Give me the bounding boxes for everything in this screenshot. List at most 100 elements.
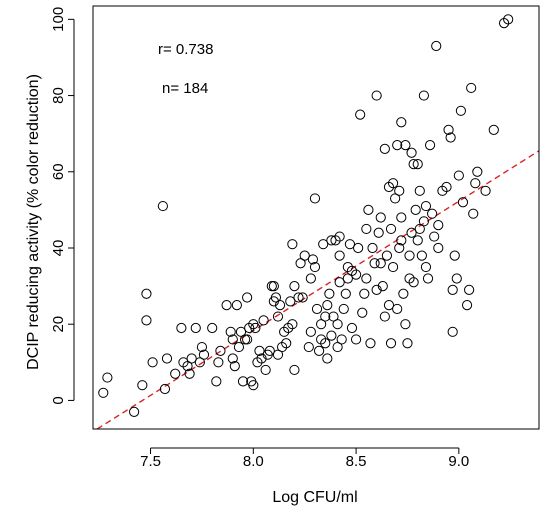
data-point xyxy=(320,311,331,322)
data-point xyxy=(392,303,403,315)
data-point xyxy=(281,338,292,349)
data-point xyxy=(270,292,282,303)
y-tick-label: 40 xyxy=(50,240,67,257)
data-point xyxy=(229,361,240,372)
data-point xyxy=(102,372,113,383)
data-point xyxy=(379,311,390,322)
data-point xyxy=(427,208,438,219)
data-point xyxy=(293,292,304,303)
data-point xyxy=(287,319,298,330)
data-point xyxy=(420,200,432,212)
data-point xyxy=(227,353,238,364)
data-point xyxy=(455,105,466,116)
x-axis-label: Log CFU/ml xyxy=(272,489,357,506)
data-point xyxy=(416,250,427,261)
data-point xyxy=(414,185,425,196)
data-point xyxy=(396,117,407,128)
data-point xyxy=(237,376,249,387)
data-point xyxy=(227,334,238,345)
data-point xyxy=(396,212,407,223)
data-point xyxy=(402,338,413,349)
data-point xyxy=(342,273,353,284)
data-point xyxy=(418,90,430,101)
data-point xyxy=(404,250,415,261)
data-point xyxy=(385,338,397,349)
data-point xyxy=(313,345,325,356)
y-tick-label: 60 xyxy=(50,163,67,180)
data-point xyxy=(480,185,491,196)
data-point xyxy=(431,40,442,52)
data-point xyxy=(207,322,218,334)
data-point xyxy=(466,82,477,94)
data-point xyxy=(295,258,306,269)
regression-line xyxy=(96,150,540,430)
data-point xyxy=(355,109,366,120)
data-point xyxy=(377,280,388,292)
data-point xyxy=(449,250,460,261)
data-point xyxy=(433,242,444,254)
data-point xyxy=(332,319,343,330)
data-point xyxy=(184,368,195,379)
data-point xyxy=(211,376,222,387)
data-point xyxy=(332,341,343,353)
data-point xyxy=(322,353,333,364)
data-point xyxy=(196,341,208,353)
data-point xyxy=(264,345,275,356)
data-point xyxy=(350,334,362,345)
y-tick-label: 20 xyxy=(50,316,67,333)
data-point xyxy=(367,242,378,254)
plot-frame xyxy=(92,5,540,430)
data-point xyxy=(266,280,277,292)
data-point xyxy=(309,193,321,204)
data-point xyxy=(406,147,417,158)
data-point xyxy=(225,326,236,337)
data-point xyxy=(390,193,401,204)
data-point xyxy=(305,326,316,337)
data-point xyxy=(346,322,358,334)
data-point xyxy=(373,227,384,238)
data-point xyxy=(320,338,331,349)
data-point xyxy=(464,284,475,296)
data-point xyxy=(443,124,454,135)
data-point xyxy=(258,315,269,326)
data-point xyxy=(392,139,403,151)
data-point xyxy=(242,292,253,303)
x-tick-label: 8.0 xyxy=(243,453,264,470)
data-point xyxy=(161,353,173,364)
data-point xyxy=(357,307,368,318)
data-point xyxy=(326,235,337,246)
data-point xyxy=(350,269,362,280)
data-point xyxy=(361,273,372,284)
data-point xyxy=(408,277,419,288)
data-point xyxy=(396,235,407,246)
data-point xyxy=(309,261,321,273)
data-point xyxy=(221,300,232,311)
data-point xyxy=(215,345,226,356)
data-point xyxy=(394,242,405,254)
data-point xyxy=(385,223,397,235)
data-point xyxy=(375,258,386,269)
data-point xyxy=(433,220,444,231)
data-point xyxy=(468,208,479,219)
data-point xyxy=(383,300,395,311)
data-point xyxy=(334,231,345,242)
data-point xyxy=(311,303,323,315)
data-point xyxy=(272,311,284,322)
data-point xyxy=(260,364,271,376)
data-point xyxy=(336,334,347,345)
data-point xyxy=(129,406,140,417)
data-point xyxy=(371,90,382,101)
data-point xyxy=(342,261,353,273)
x-tick-label: 7.5 xyxy=(140,453,161,470)
data-point xyxy=(170,368,181,379)
data-point xyxy=(248,319,259,330)
data-point xyxy=(361,223,372,235)
y-tick-label: 80 xyxy=(50,87,67,104)
data-point xyxy=(383,181,395,193)
y-tick-label: 0 xyxy=(50,396,67,404)
data-point xyxy=(394,185,405,196)
data-point xyxy=(190,322,201,334)
data-point xyxy=(447,326,458,337)
data-point xyxy=(488,124,499,135)
